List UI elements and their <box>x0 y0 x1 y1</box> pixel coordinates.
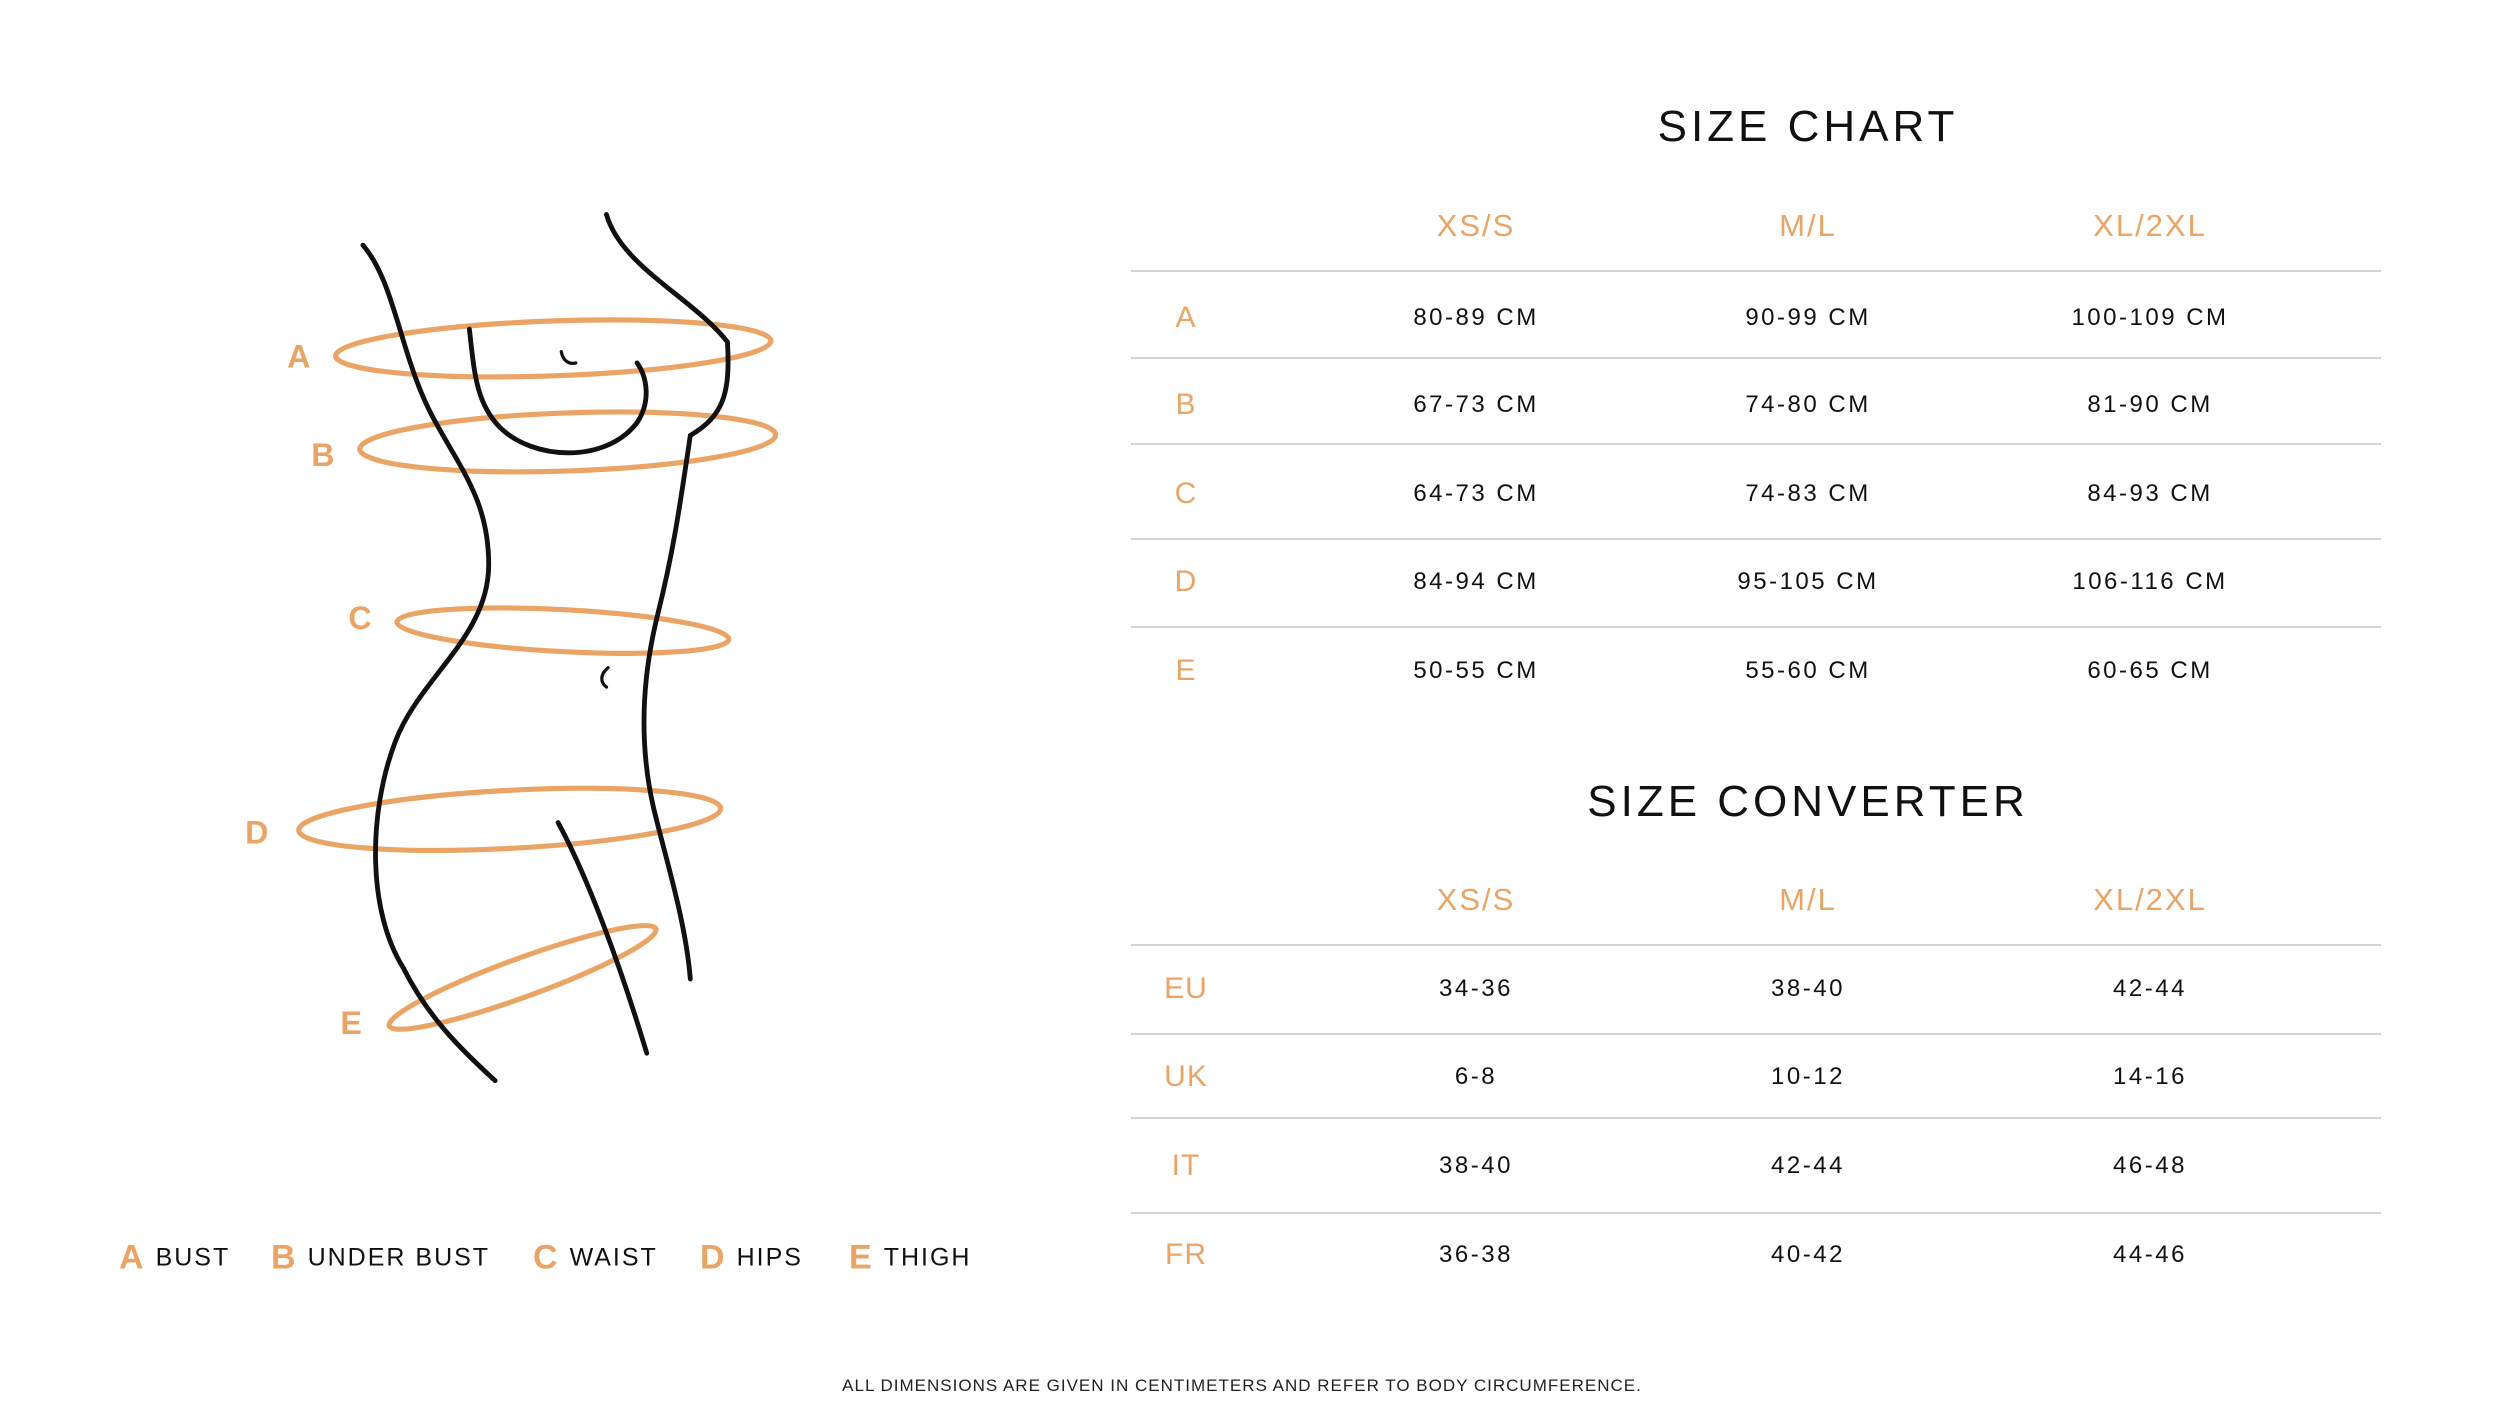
table-cell: 36-38 <box>1439 1241 1513 1268</box>
table-cell: 106-116 CM <box>2072 568 2228 595</box>
front-outline <box>604 212 731 982</box>
legend-label: UNDER BUST <box>307 1243 491 1272</box>
divider <box>1131 1033 2381 1035</box>
figure-label-a: A <box>287 339 310 375</box>
inner-leg-outline <box>555 820 650 1056</box>
table-cell: 55-60 CM <box>1745 657 1871 684</box>
legend-letter: C <box>533 1238 558 1277</box>
column-header: XS/S <box>1436 882 1516 917</box>
table-cell: 67-73 CM <box>1413 391 1539 418</box>
table-cell: 6-8 <box>1454 1063 1498 1090</box>
row-label: EU <box>1164 972 1208 1005</box>
waist-measure-ring <box>394 605 732 656</box>
size-chart-title: SIZE CHART <box>1657 102 1959 151</box>
table-cell: 14-16 <box>2113 1063 2187 1090</box>
table-cell: 50-55 CM <box>1413 657 1539 684</box>
legend-item-under-bust: B UNDER BUST <box>271 1239 490 1278</box>
figure-label-b: B <box>311 437 334 473</box>
table-cell: 74-83 CM <box>1745 480 1871 507</box>
row-label: C <box>1174 477 1198 510</box>
row-label: E <box>1175 654 1197 687</box>
divider <box>1131 944 2381 946</box>
column-header: XL/2XL <box>2093 882 2207 917</box>
table-cell: 95-105 CM <box>1737 568 1879 595</box>
footer-note: ALL DIMENSIONS ARE GIVEN IN CENTIMETERS … <box>842 1376 1642 1395</box>
table-cell: 84-94 CM <box>1413 568 1539 595</box>
table-cell: 46-48 <box>2113 1152 2187 1179</box>
legend-letter: E <box>849 1238 872 1277</box>
table-cell: 80-89 CM <box>1413 304 1539 331</box>
legend-letter: D <box>700 1238 725 1277</box>
breast-outline <box>466 326 649 456</box>
legend-letter: B <box>271 1238 296 1277</box>
figure-label-c: C <box>348 600 371 636</box>
row-label: A <box>1175 301 1197 334</box>
legend-label: HIPS <box>736 1243 803 1272</box>
back-outline <box>360 242 498 1084</box>
navel-mark <box>600 666 610 689</box>
legend-label: BUST <box>155 1243 231 1272</box>
size-converter-title: SIZE CONVERTER <box>1587 777 2029 826</box>
table-cell: 34-36 <box>1439 975 1513 1002</box>
legend-letter: A <box>119 1238 144 1277</box>
table-cell: 60-65 CM <box>2087 657 2213 684</box>
row-label: IT <box>1171 1149 1201 1182</box>
legend-label: WAIST <box>569 1243 658 1272</box>
row-label: FR <box>1165 1238 1207 1271</box>
divider <box>1131 270 2381 272</box>
table-cell: 38-40 <box>1771 975 1845 1002</box>
table-cell: 10-12 <box>1771 1063 1845 1090</box>
table-cell: 42-44 <box>1771 1152 1845 1179</box>
column-header: M/L <box>1779 882 1837 917</box>
row-label: D <box>1174 565 1198 598</box>
nipple-mark <box>559 349 578 365</box>
table-cell: 74-80 CM <box>1745 391 1871 418</box>
legend-item-hips: D HIPS <box>700 1239 803 1278</box>
figure-label-e: E <box>340 1005 362 1041</box>
table-cell: 40-42 <box>1771 1241 1845 1268</box>
divider <box>1131 626 2381 628</box>
legend-item-bust: A BUST <box>119 1239 230 1278</box>
table-cell: 38-40 <box>1439 1152 1513 1179</box>
column-header: M/L <box>1779 208 1837 243</box>
table-cell: 44-46 <box>2113 1241 2187 1268</box>
under-bust-measure-ring <box>357 409 779 475</box>
divider <box>1131 538 2381 540</box>
row-label: UK <box>1164 1060 1208 1093</box>
legend-item-waist: C WAIST <box>533 1239 658 1278</box>
table-cell: 64-73 CM <box>1413 480 1539 507</box>
figure-label-d: D <box>245 815 268 851</box>
legend-label: THIGH <box>883 1243 972 1272</box>
legend-item-thigh: E THIGH <box>849 1239 971 1278</box>
column-header: XL/2XL <box>2093 208 2207 243</box>
table-cell: 81-90 CM <box>2087 391 2213 418</box>
table-cell: 84-93 CM <box>2087 480 2213 507</box>
divider <box>1131 357 2381 359</box>
table-cell: 90-99 CM <box>1745 304 1871 331</box>
row-label: B <box>1175 388 1197 421</box>
bust-measure-ring <box>333 317 774 380</box>
thigh-measure-ring <box>386 922 659 1032</box>
table-cell: 42-44 <box>2113 975 2187 1002</box>
divider <box>1131 1212 2381 1214</box>
column-header: XS/S <box>1436 208 1516 243</box>
table-cell: 100-109 CM <box>2071 304 2229 331</box>
divider <box>1131 443 2381 445</box>
hips-measure-ring <box>296 785 724 853</box>
divider <box>1131 1117 2381 1119</box>
